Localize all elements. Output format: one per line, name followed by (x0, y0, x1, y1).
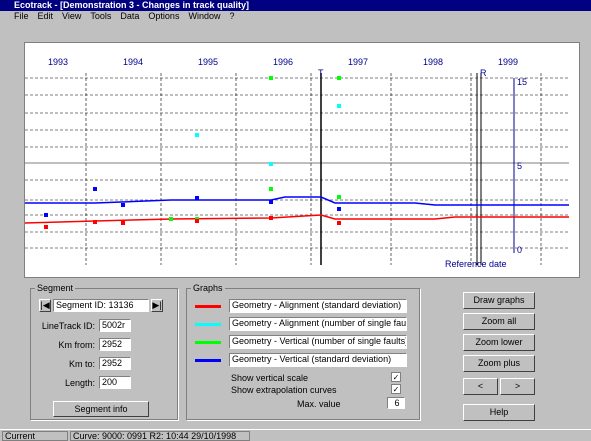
data-point (93, 220, 97, 224)
scale-label: 5 (517, 161, 522, 171)
menu-item[interactable]: Window (188, 11, 221, 21)
segment-info-button[interactable]: Segment info (53, 401, 149, 417)
field-label: Km from: (58, 340, 95, 350)
data-point (44, 213, 48, 217)
marker-label: R (480, 68, 487, 78)
data-point (337, 195, 341, 199)
field-value[interactable]: 200 (99, 376, 131, 389)
check-label: Show vertical scale (231, 373, 309, 383)
max-label: Max. value (297, 399, 341, 409)
data-point (195, 196, 199, 200)
status-cell: Curve: 9000: 0991 R2: 10:44 29/10/1998 (70, 431, 250, 441)
graph-select[interactable]: Geometry - Vertical (standard deviation) (229, 353, 407, 367)
legend-swatch (195, 359, 221, 362)
window-title: Ecotrack - [Demonstration 3 - Changes in… (14, 0, 250, 10)
data-point (93, 187, 97, 191)
graph-select[interactable]: Geometry - Alignment (number of single f… (229, 317, 407, 331)
data-point (269, 162, 273, 166)
year-label: 1996 (273, 57, 293, 67)
group-label: Segment (35, 283, 76, 293)
year-label: 1998 (423, 57, 443, 67)
button[interactable]: < (463, 378, 498, 395)
button[interactable]: Draw graphs (463, 292, 535, 309)
next-button[interactable]: ▶| (151, 299, 163, 312)
data-point (337, 207, 341, 211)
scale-label: 15 (517, 77, 527, 87)
checkbox[interactable]: ✓ (391, 372, 401, 382)
status-cell: Current selection (2, 431, 68, 441)
data-point (195, 133, 199, 137)
reference-label: Reference date (445, 259, 507, 269)
group-label: Graphs (191, 283, 225, 293)
data-point (269, 187, 273, 191)
menu-item[interactable]: View (62, 11, 82, 21)
menu-item[interactable]: File (14, 11, 29, 21)
check-label: Show extrapolation curves (231, 385, 337, 395)
data-point (44, 225, 48, 229)
status-bar: Current selectionCurve: 9000: 0991 R2: 1… (0, 429, 591, 441)
title-bar: Ecotrack - [Demonstration 3 - Changes in… (0, 0, 591, 11)
button[interactable]: > (500, 378, 535, 395)
marker-label: T (318, 68, 324, 78)
menu-item[interactable]: Data (120, 11, 140, 21)
data-point (337, 76, 341, 80)
segment-id: Segment ID: 13136 (53, 299, 149, 312)
data-point (121, 221, 125, 225)
year-label: 1999 (498, 57, 518, 67)
first-button[interactable]: |◀ (39, 299, 51, 312)
legend-swatch (195, 341, 221, 344)
data-point (337, 221, 341, 225)
menu-item[interactable]: Options (148, 11, 180, 21)
button[interactable]: Zoom all (463, 313, 535, 330)
field-label: LineTrack ID: (41, 321, 95, 331)
menu-item[interactable]: ? (229, 11, 235, 21)
segment-group: Segment |◀ Segment ID: 13136 ▶| Segment … (30, 283, 178, 420)
menu-bar: File Edit View Tools Data Options Window? (0, 11, 591, 22)
legend-swatch (195, 323, 221, 326)
graph-select[interactable]: Geometry - Alignment (standard deviation… (229, 299, 407, 313)
field-value[interactable]: 2952 (99, 338, 131, 351)
chart-panel: 1993 1994 1995 1996 1997 1998 1999 T R 15 5 0 Refere… (24, 42, 580, 278)
menu-item[interactable]: Edit (37, 11, 54, 21)
graphs-group: Graphs Max. value 6 Geometry - Alignment… (186, 283, 420, 420)
field-value[interactable]: 2952 (99, 357, 131, 370)
checkbox[interactable]: ✓ (391, 384, 401, 394)
data-point (121, 203, 125, 207)
data-point (269, 76, 273, 80)
button[interactable]: Zoom plus (463, 355, 535, 372)
max-value[interactable]: 6 (387, 397, 405, 409)
field-label: Length: (64, 378, 95, 388)
graph-select[interactable]: Geometry - Vertical (number of single fa… (229, 335, 407, 349)
data-point (195, 219, 199, 223)
button[interactable]: Zoom lower (463, 334, 535, 351)
year-label: 1994 (123, 57, 143, 67)
data-point (269, 200, 273, 204)
data-point (169, 217, 173, 221)
field-label: Km to: (68, 359, 95, 369)
year-label: 1995 (198, 57, 218, 67)
button[interactable]: Help (463, 404, 535, 421)
year-label: 1997 (348, 57, 368, 67)
data-point (269, 216, 273, 220)
field-value[interactable]: 5002r (99, 319, 131, 332)
data-point (337, 104, 341, 108)
series-line (24, 214, 569, 224)
series-line (25, 196, 569, 206)
plot: 1993 1994 1995 1996 1997 1998 1999 T R 15 5 0 Refere… (24, 57, 569, 269)
menu-item[interactable]: Tools (90, 11, 112, 21)
year-label: 1993 (48, 57, 68, 67)
scale-label: 0 (517, 245, 522, 255)
legend-swatch (195, 305, 221, 308)
